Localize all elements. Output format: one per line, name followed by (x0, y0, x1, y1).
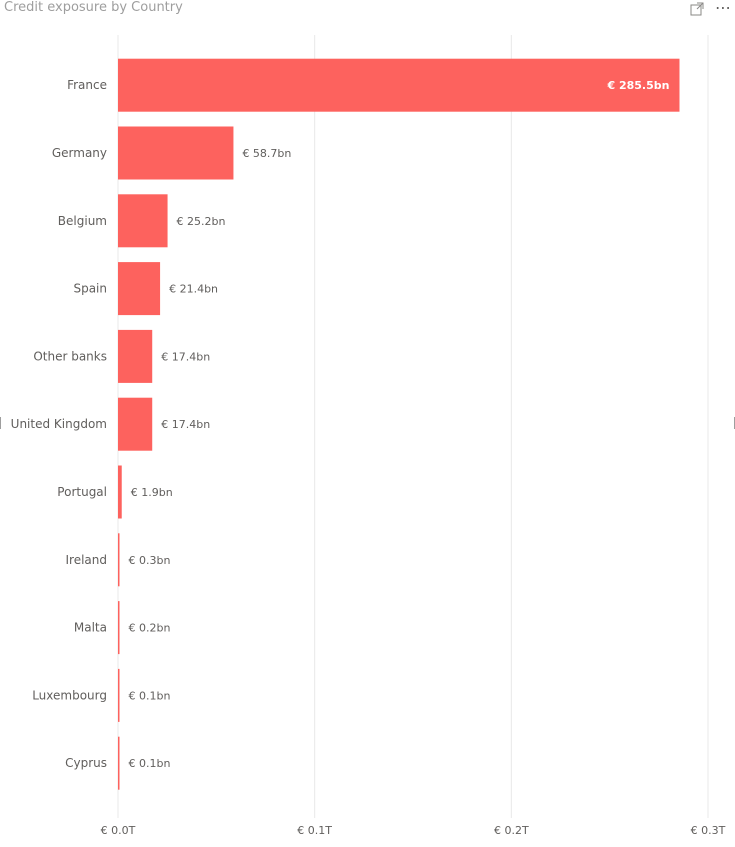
data-label: € 21.4bn (169, 283, 218, 296)
category-label: Luxembourg (32, 688, 107, 702)
bar[interactable] (118, 736, 120, 790)
category-label: France (67, 78, 107, 92)
x-tick-label: € 0.1T (297, 824, 332, 837)
visual-header-icons: ⋯ (689, 0, 731, 17)
data-label: € 25.2bn (177, 215, 226, 228)
chart-title: Credit exposure by Country (4, 0, 183, 15)
category-label: United Kingdom (11, 417, 107, 431)
bar[interactable] (118, 126, 234, 180)
more-options-icon[interactable]: ⋯ (715, 0, 731, 17)
category-label: Germany (52, 146, 107, 160)
bar[interactable] (118, 601, 120, 655)
bar[interactable] (118, 533, 120, 587)
category-label: Cyprus (65, 756, 107, 770)
x-tick-label: € 0.2T (494, 824, 529, 837)
x-tick-label: € 0.3T (691, 824, 726, 837)
category-label: Portugal (57, 485, 107, 499)
category-label: Malta (74, 621, 107, 635)
category-label: Belgium (58, 214, 107, 228)
data-label: € 0.2bn (129, 622, 171, 635)
category-label: Ireland (65, 553, 107, 567)
data-label: € 1.9bn (131, 486, 173, 499)
x-tick-label: € 0.0T (101, 824, 136, 837)
category-label: Spain (73, 282, 107, 296)
focus-mode-icon[interactable] (689, 1, 705, 17)
data-label: € 0.1bn (129, 689, 171, 702)
bar[interactable] (118, 465, 122, 519)
left-resize-handle[interactable] (0, 417, 1, 429)
data-label: € 0.1bn (129, 757, 171, 770)
data-label: € 17.4bn (161, 418, 210, 431)
bar[interactable] (118, 58, 680, 112)
data-label: € 285.5bn (606, 79, 669, 92)
data-label: € 17.4bn (161, 350, 210, 363)
bar[interactable] (118, 397, 153, 451)
bar[interactable] (118, 329, 153, 383)
data-label: € 58.7bn (242, 147, 291, 160)
bar[interactable] (118, 262, 161, 316)
data-label: € 0.3bn (129, 554, 171, 567)
category-label: Other banks (33, 349, 107, 363)
bar[interactable] (118, 194, 168, 248)
bar[interactable] (118, 668, 120, 722)
